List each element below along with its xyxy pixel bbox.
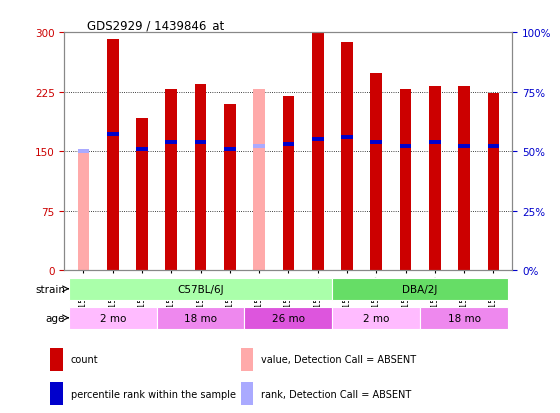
- Bar: [245, 307, 332, 329]
- Text: 2 mo: 2 mo: [363, 313, 389, 323]
- Text: percentile rank within the sample: percentile rank within the sample: [71, 389, 236, 399]
- Bar: [341, 135, 353, 140]
- Text: 18 mo: 18 mo: [447, 313, 480, 323]
- Bar: [78, 150, 89, 154]
- Bar: [283, 96, 294, 271]
- Text: GDS2929 / 1439846_at: GDS2929 / 1439846_at: [87, 19, 224, 32]
- Bar: [312, 138, 324, 142]
- Bar: [312, 34, 324, 271]
- Text: rank, Detection Call = ABSENT: rank, Detection Call = ABSENT: [261, 389, 412, 399]
- Text: 2 mo: 2 mo: [100, 313, 126, 323]
- Text: age: age: [45, 313, 65, 323]
- Bar: [332, 307, 420, 329]
- Bar: [195, 85, 207, 271]
- Bar: [224, 104, 236, 271]
- Bar: [458, 87, 470, 271]
- Bar: [50, 382, 63, 406]
- Bar: [488, 145, 499, 149]
- Bar: [458, 145, 470, 149]
- Text: DBA/2J: DBA/2J: [403, 284, 438, 294]
- Bar: [136, 119, 148, 271]
- Bar: [400, 145, 412, 149]
- Bar: [69, 307, 157, 329]
- Bar: [157, 307, 245, 329]
- Bar: [429, 140, 441, 144]
- Bar: [420, 307, 508, 329]
- Bar: [136, 147, 148, 152]
- Bar: [370, 140, 382, 144]
- Bar: [50, 348, 63, 371]
- Text: C57BL/6J: C57BL/6J: [178, 284, 224, 294]
- Bar: [253, 145, 265, 149]
- Bar: [241, 382, 254, 406]
- Bar: [107, 40, 119, 271]
- Bar: [78, 150, 89, 271]
- Text: count: count: [71, 354, 98, 365]
- Text: value, Detection Call = ABSENT: value, Detection Call = ABSENT: [261, 354, 416, 365]
- Bar: [400, 90, 412, 271]
- Bar: [283, 142, 294, 147]
- Text: 18 mo: 18 mo: [184, 313, 217, 323]
- Bar: [429, 87, 441, 271]
- Bar: [165, 90, 177, 271]
- Bar: [341, 43, 353, 271]
- Bar: [224, 147, 236, 152]
- Text: strain: strain: [35, 284, 65, 294]
- Bar: [195, 140, 207, 144]
- Bar: [107, 133, 119, 137]
- Text: 26 mo: 26 mo: [272, 313, 305, 323]
- Bar: [253, 90, 265, 271]
- Bar: [69, 278, 332, 300]
- Bar: [165, 140, 177, 144]
- Bar: [332, 278, 508, 300]
- Bar: [488, 94, 499, 271]
- Bar: [370, 74, 382, 271]
- Bar: [241, 348, 254, 371]
